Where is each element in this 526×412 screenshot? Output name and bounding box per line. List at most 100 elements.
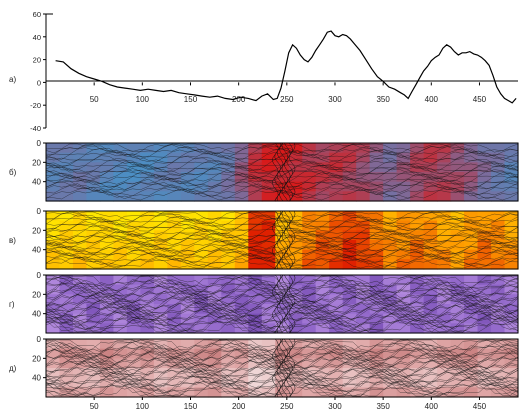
heat-cell xyxy=(437,240,452,251)
heat-cell xyxy=(383,284,398,295)
heat-cell xyxy=(140,230,155,241)
heat-cell xyxy=(221,275,236,286)
heat-cell xyxy=(491,172,506,183)
heat-cell xyxy=(302,220,317,231)
heat-cell xyxy=(113,348,128,359)
panel-1: б) 0 20 40 xyxy=(9,139,519,202)
heat-cell xyxy=(207,294,222,305)
heat-cell xyxy=(491,191,506,202)
heat-cell xyxy=(140,339,155,350)
heat-cell xyxy=(261,249,276,260)
heat-cell xyxy=(450,172,465,183)
heat-cell xyxy=(356,172,371,183)
heat-cell xyxy=(437,275,452,286)
heat-cell xyxy=(369,152,384,163)
heat-cell xyxy=(261,294,276,305)
heat-cell xyxy=(126,152,141,163)
heat-cell xyxy=(356,304,371,315)
heat-cell xyxy=(315,181,330,192)
heat-cell xyxy=(113,339,128,350)
heat-cell xyxy=(207,387,222,398)
contour-line xyxy=(45,147,519,161)
heat-cell xyxy=(302,358,317,369)
heat-cell xyxy=(329,220,344,231)
heat-cell xyxy=(410,294,425,305)
heat-cell xyxy=(437,304,452,315)
heat-cell xyxy=(450,275,465,286)
y-tick-label: 0 xyxy=(37,78,41,87)
heat-cell xyxy=(383,211,398,222)
heat-cell xyxy=(194,249,209,260)
heat-cell xyxy=(207,275,222,286)
heat-cell xyxy=(369,230,384,241)
heat-cell xyxy=(383,313,398,324)
heat-cell xyxy=(477,211,492,222)
contour-line xyxy=(45,256,519,269)
x-tick-label: 100 xyxy=(136,402,150,411)
heat-cell xyxy=(234,181,249,192)
contour-line xyxy=(45,235,519,249)
heat-cell xyxy=(477,339,492,350)
heat-cell xyxy=(194,181,209,192)
contour-line xyxy=(45,157,519,169)
heat-cell xyxy=(342,339,357,350)
heat-cell xyxy=(99,152,115,163)
heat-cell xyxy=(46,275,61,286)
heat-cell xyxy=(194,230,209,241)
heat-cell xyxy=(356,358,371,369)
heat-cell xyxy=(59,304,74,315)
heat-cell xyxy=(221,259,236,270)
heat-cell xyxy=(356,220,371,231)
contour-line xyxy=(45,290,519,310)
contour-line xyxy=(45,300,519,320)
panel-frame xyxy=(45,274,519,334)
heat-cell xyxy=(207,358,222,369)
heat-cell xyxy=(369,240,384,251)
heat-cell xyxy=(167,172,182,183)
heat-cell xyxy=(248,377,263,388)
heat-cell xyxy=(167,152,182,163)
heat-cell xyxy=(99,284,115,295)
contour-line xyxy=(45,368,519,387)
heat-cell xyxy=(329,191,344,202)
heat-cell xyxy=(86,181,101,192)
x-tick-label: 450 xyxy=(473,402,487,411)
contour-line xyxy=(45,382,519,397)
heat-cell xyxy=(369,284,384,295)
contour-line xyxy=(45,216,519,228)
heat-cell xyxy=(464,259,479,270)
contour-line xyxy=(279,274,286,334)
panel-frame xyxy=(45,338,519,398)
heat-cell xyxy=(329,275,344,286)
heat-cell xyxy=(248,259,263,270)
heat-cell xyxy=(369,172,384,183)
contour-line xyxy=(45,343,519,363)
heat-cell xyxy=(423,211,438,222)
heat-cell xyxy=(180,230,195,241)
contour-line xyxy=(45,212,519,224)
heat-cell xyxy=(153,284,168,295)
heat-cell xyxy=(126,358,141,369)
heat-cell xyxy=(221,304,236,315)
heat-cell xyxy=(194,284,209,295)
heat-cell xyxy=(477,162,492,173)
heat-cell xyxy=(477,181,492,192)
heat-cell xyxy=(464,162,479,173)
heat-cell xyxy=(410,249,425,260)
heat-cell xyxy=(315,377,330,388)
y-tick-label: 40 xyxy=(32,246,41,255)
heat-cell xyxy=(99,249,115,260)
heat-cell xyxy=(113,294,128,305)
heat-cell xyxy=(234,172,249,183)
heat-cell xyxy=(342,368,357,379)
heat-cell xyxy=(504,162,519,173)
heat-cell xyxy=(275,323,290,334)
heat-cell xyxy=(72,240,88,251)
heat-cell xyxy=(477,143,492,154)
heat-cell xyxy=(329,172,344,183)
heat-cell xyxy=(288,304,303,315)
contour-line xyxy=(45,155,519,167)
heat-cell xyxy=(315,387,330,398)
heat-cell xyxy=(113,377,128,388)
heat-cell xyxy=(153,240,168,251)
